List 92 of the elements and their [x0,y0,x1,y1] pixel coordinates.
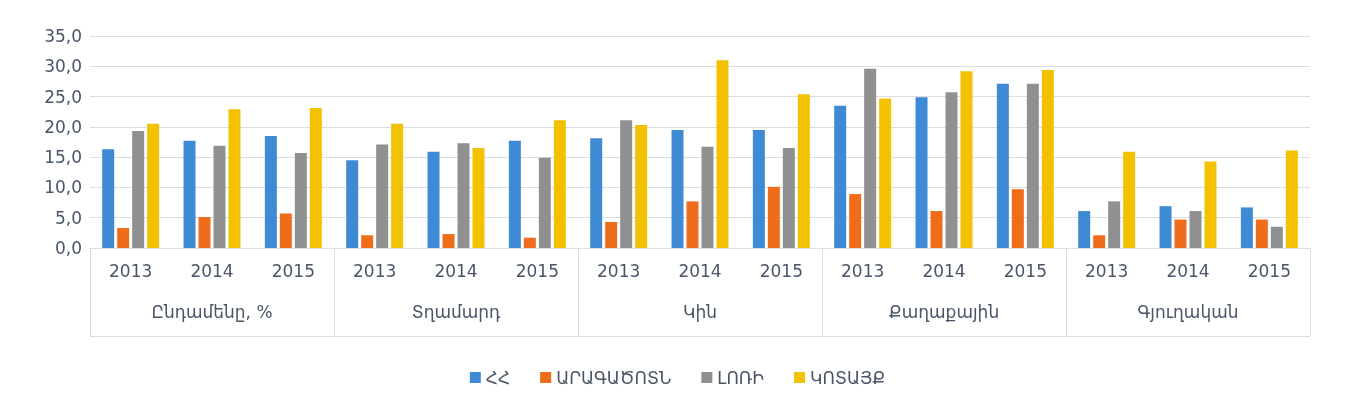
bar [1041,69,1054,248]
y-tick-label: 10,0 [44,177,82,198]
bar [132,131,145,248]
bar [716,60,729,248]
bar [797,94,810,248]
legend-label: ՀՀ [485,367,511,388]
y-tick-label: 35,0 [44,26,82,46]
bar [1123,151,1136,248]
bar [1078,211,1091,248]
bar [864,68,877,248]
y-tick-label: 20,0 [44,116,82,137]
bar [605,221,618,248]
x-tick-label: 2013 [597,260,641,281]
bar [620,120,633,248]
bar [147,123,160,248]
x-tick-label: 2014 [1166,260,1210,281]
text: Գյուղական [1137,301,1239,322]
bar [183,140,196,248]
bar [930,211,943,248]
bar [1159,206,1172,248]
legend-label: ԿՈՏԱՅՔ [810,367,886,388]
bar [117,228,130,248]
bar [198,217,211,248]
x-tick-label: 2013 [841,260,885,281]
x-tick-label: 2014 [190,260,234,281]
bar [1255,219,1268,248]
bar [279,213,292,248]
bar [1240,207,1253,248]
bar [228,109,241,248]
bar [1108,201,1121,248]
bar [523,237,536,248]
text: Քաղաքային [888,301,1000,322]
bar [996,83,1009,248]
x-tick-label: 2013 [1085,260,1129,281]
bar [1189,211,1202,248]
x-tick-label: 2015 [1247,260,1291,281]
bar [427,151,440,248]
bar [102,149,115,248]
bar [782,148,795,248]
y-tick-label: 15,0 [44,147,82,168]
bar [834,105,847,248]
bar [442,234,455,248]
bar [213,145,226,248]
text: Կին [683,301,717,322]
bar [849,194,862,248]
x-tick-label: 2015 [759,260,803,281]
bar [879,98,892,248]
bar [391,123,404,248]
bar [701,146,714,248]
bar [945,92,958,248]
y-tick-label: 5,0 [54,207,82,228]
bar [457,143,470,248]
bar [294,152,307,248]
legend-label: ԱՐԱԳԱԾՈՏՆ [556,367,672,388]
bar [915,97,928,248]
bar [472,148,485,248]
bar [553,120,566,248]
bar [960,71,973,248]
y-tick-label: 25,0 [44,86,82,107]
x-tick-label: 2015 [515,260,559,281]
x-tick-label: 2015 [271,260,315,281]
bar [1285,150,1298,248]
x-tick-label: 2014 [922,260,966,281]
bar [538,157,551,248]
bar [1026,83,1039,248]
y-tick-label: 0,0 [54,238,82,258]
bar [767,186,780,248]
bar [1204,161,1217,248]
bar [1174,219,1187,248]
y-tick-label: 30,0 [44,56,82,77]
bar [686,201,699,248]
bar [1011,189,1024,248]
bar [361,235,374,248]
x-tick-label: 2014 [434,260,478,281]
bar [590,138,603,248]
bar [309,108,322,248]
text: Տղամարդ [411,301,502,322]
bar [264,135,277,248]
bar [508,140,521,248]
bar [376,144,389,248]
bar [1093,235,1106,248]
text: Ընդամենը, % [151,301,273,322]
x-tick-label: 2013 [109,260,153,281]
x-tick-label: 2014 [678,260,722,281]
bar [346,160,359,248]
bar [1270,226,1283,248]
bar [635,125,648,248]
legend-label: ԼՈՌԻ [717,367,765,388]
bar [671,129,684,248]
bar [752,129,765,248]
x-tick-label: 2015 [1003,260,1047,281]
x-tick-label: 2013 [353,260,397,281]
